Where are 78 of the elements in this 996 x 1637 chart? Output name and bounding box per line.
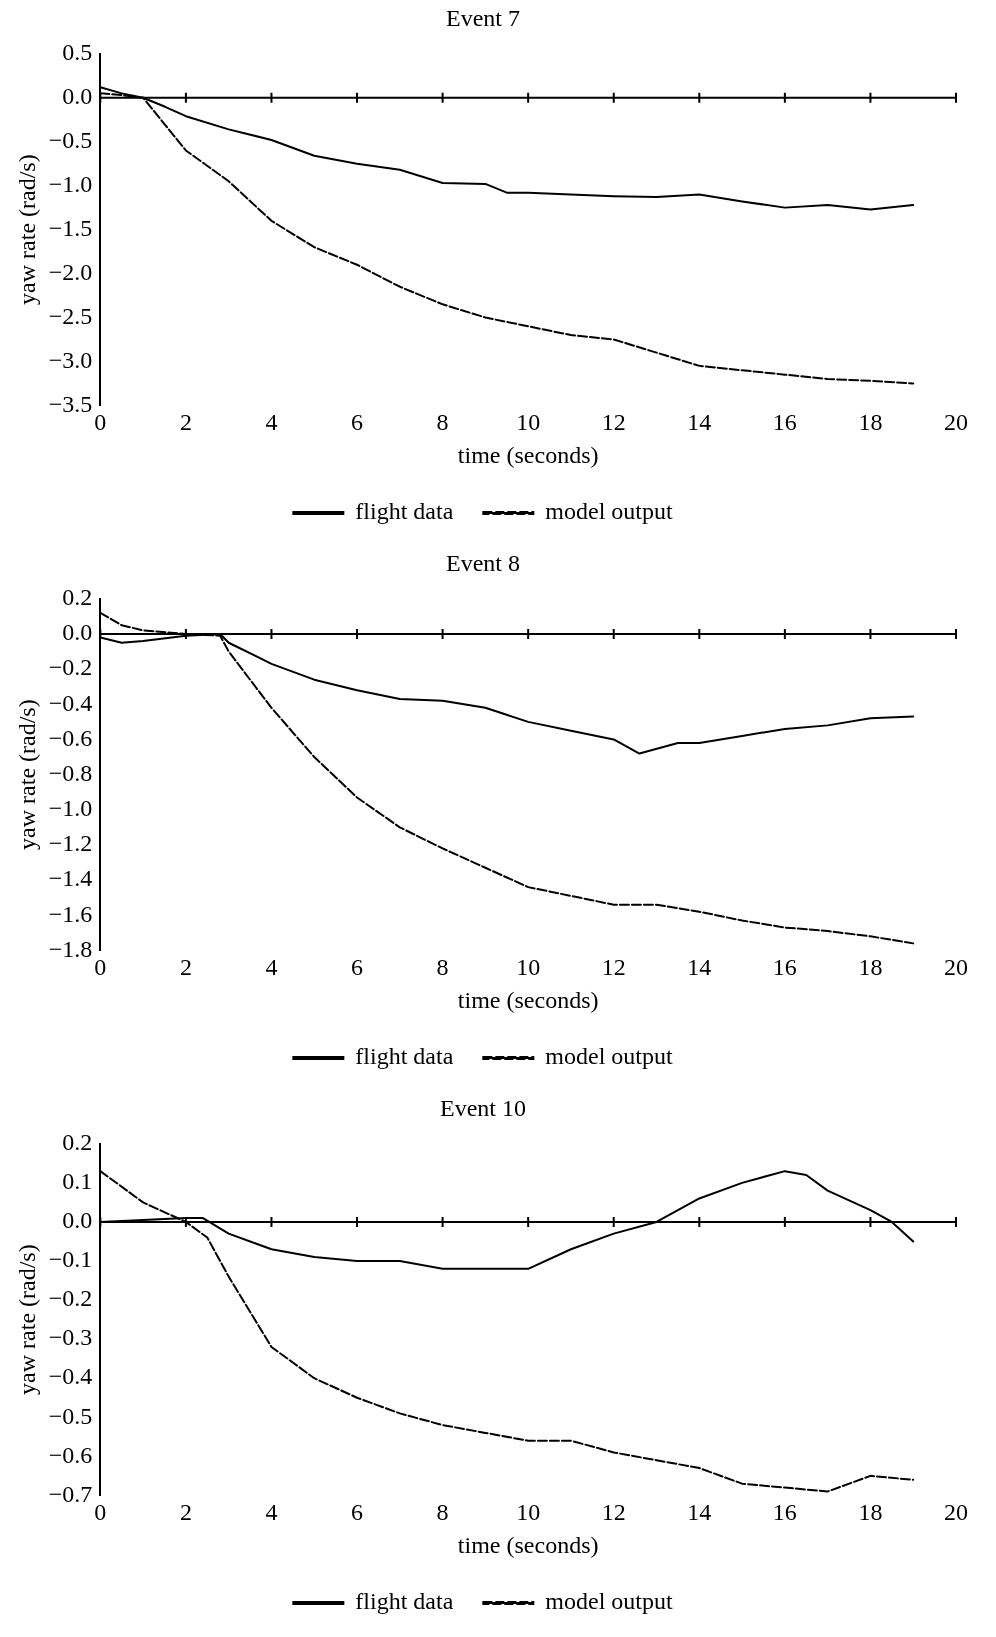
x-tick-label: 20 (944, 1499, 968, 1526)
y-tick-label: 0.0 (62, 619, 93, 646)
y-tick-label: −2.5 (48, 302, 93, 329)
legend-label: model output (545, 1588, 673, 1615)
y-tick-label: −0.6 (48, 724, 93, 751)
y-tick-label: −3.0 (48, 346, 93, 373)
x-tick-label: 12 (601, 1499, 626, 1526)
y-axis-title: yaw rate (rad/s) (13, 154, 40, 305)
x-tick-label: 18 (858, 1499, 883, 1526)
x-tick-label: 14 (687, 409, 712, 436)
x-tick-label: 16 (772, 1499, 797, 1526)
y-tick-label: −0.1 (48, 1246, 93, 1273)
y-tick-label: 0.2 (62, 1129, 93, 1156)
y-tick-label: −1.5 (48, 214, 93, 241)
y-tick-label: −0.6 (48, 1441, 93, 1468)
x-tick-label: 2 (179, 409, 192, 436)
y-axis-title: yaw rate (rad/s) (13, 1244, 40, 1395)
y-tick-label: −0.4 (48, 1363, 93, 1390)
x-axis-title: time (seconds) (457, 1531, 599, 1558)
y-tick-label: −0.5 (48, 1402, 93, 1429)
y-axis-title: yaw rate (rad/s) (13, 699, 40, 850)
x-tick-label: 10 (516, 1499, 541, 1526)
y-tick-label: −3.5 (48, 390, 93, 417)
y-tick-label: −1.0 (48, 170, 93, 197)
legend-label: model output (545, 498, 673, 525)
x-tick-label: 4 (265, 954, 278, 981)
y-tick-label: −1.6 (48, 900, 93, 927)
y-tick-label: 0.0 (62, 83, 93, 110)
x-tick-label: 18 (858, 409, 883, 436)
x-tick-label: 16 (772, 409, 797, 436)
y-tick-label: −0.2 (48, 1285, 93, 1312)
y-tick-label: −0.8 (48, 759, 93, 786)
legend-label: flight data (355, 1588, 454, 1615)
y-tick-label: 0.5 (62, 39, 93, 66)
x-tick-label: 4 (265, 1499, 278, 1526)
x-tick-label: 20 (944, 954, 968, 981)
x-axis-title: time (seconds) (457, 441, 599, 468)
y-tick-label: −0.4 (48, 689, 93, 716)
x-tick-label: 16 (772, 954, 797, 981)
x-tick-label: 10 (516, 954, 541, 981)
chart-title: Event 7 (446, 4, 520, 31)
x-tick-label: 14 (687, 1499, 712, 1526)
legend-label: flight data (355, 1043, 454, 1070)
x-tick-label: 10 (516, 409, 541, 436)
x-tick-label: 20 (944, 409, 968, 436)
y-tick-label: −0.7 (48, 1480, 93, 1507)
x-tick-label: 0 (94, 409, 107, 436)
legend-label: model output (545, 1043, 673, 1070)
x-tick-label: 12 (601, 409, 626, 436)
y-tick-label: 0.0 (62, 1207, 93, 1234)
x-tick-label: 8 (436, 1499, 449, 1526)
y-tick-label: −1.0 (48, 795, 93, 822)
x-tick-label: 4 (265, 409, 278, 436)
x-tick-label: 6 (351, 954, 364, 981)
y-tick-label: −1.4 (48, 865, 93, 892)
chart-title: Event 10 (440, 1094, 526, 1121)
x-tick-label: 18 (858, 954, 883, 981)
y-tick-label: −0.3 (48, 1324, 93, 1351)
y-tick-label: 0.1 (62, 1168, 93, 1195)
x-tick-label: 2 (179, 1499, 192, 1526)
x-tick-label: 8 (436, 409, 449, 436)
x-tick-label: 8 (436, 954, 449, 981)
x-tick-label: 0 (94, 954, 107, 981)
y-tick-label: −2.0 (48, 258, 93, 285)
y-tick-label: −0.2 (48, 654, 93, 681)
x-tick-label: 2 (179, 954, 192, 981)
x-tick-label: 6 (351, 409, 364, 436)
x-axis-title: time (seconds) (457, 986, 599, 1013)
y-tick-label: 0.2 (62, 584, 93, 611)
y-tick-label: −0.5 (48, 127, 93, 153)
x-tick-label: 6 (351, 1499, 364, 1526)
x-tick-label: 0 (94, 1499, 107, 1526)
y-tick-label: −1.8 (48, 935, 93, 962)
legend-label: flight data (355, 498, 454, 525)
x-tick-label: 14 (687, 954, 712, 981)
y-tick-label: −1.2 (48, 830, 93, 857)
x-tick-label: 12 (601, 954, 626, 981)
chart-title: Event 8 (446, 549, 520, 576)
